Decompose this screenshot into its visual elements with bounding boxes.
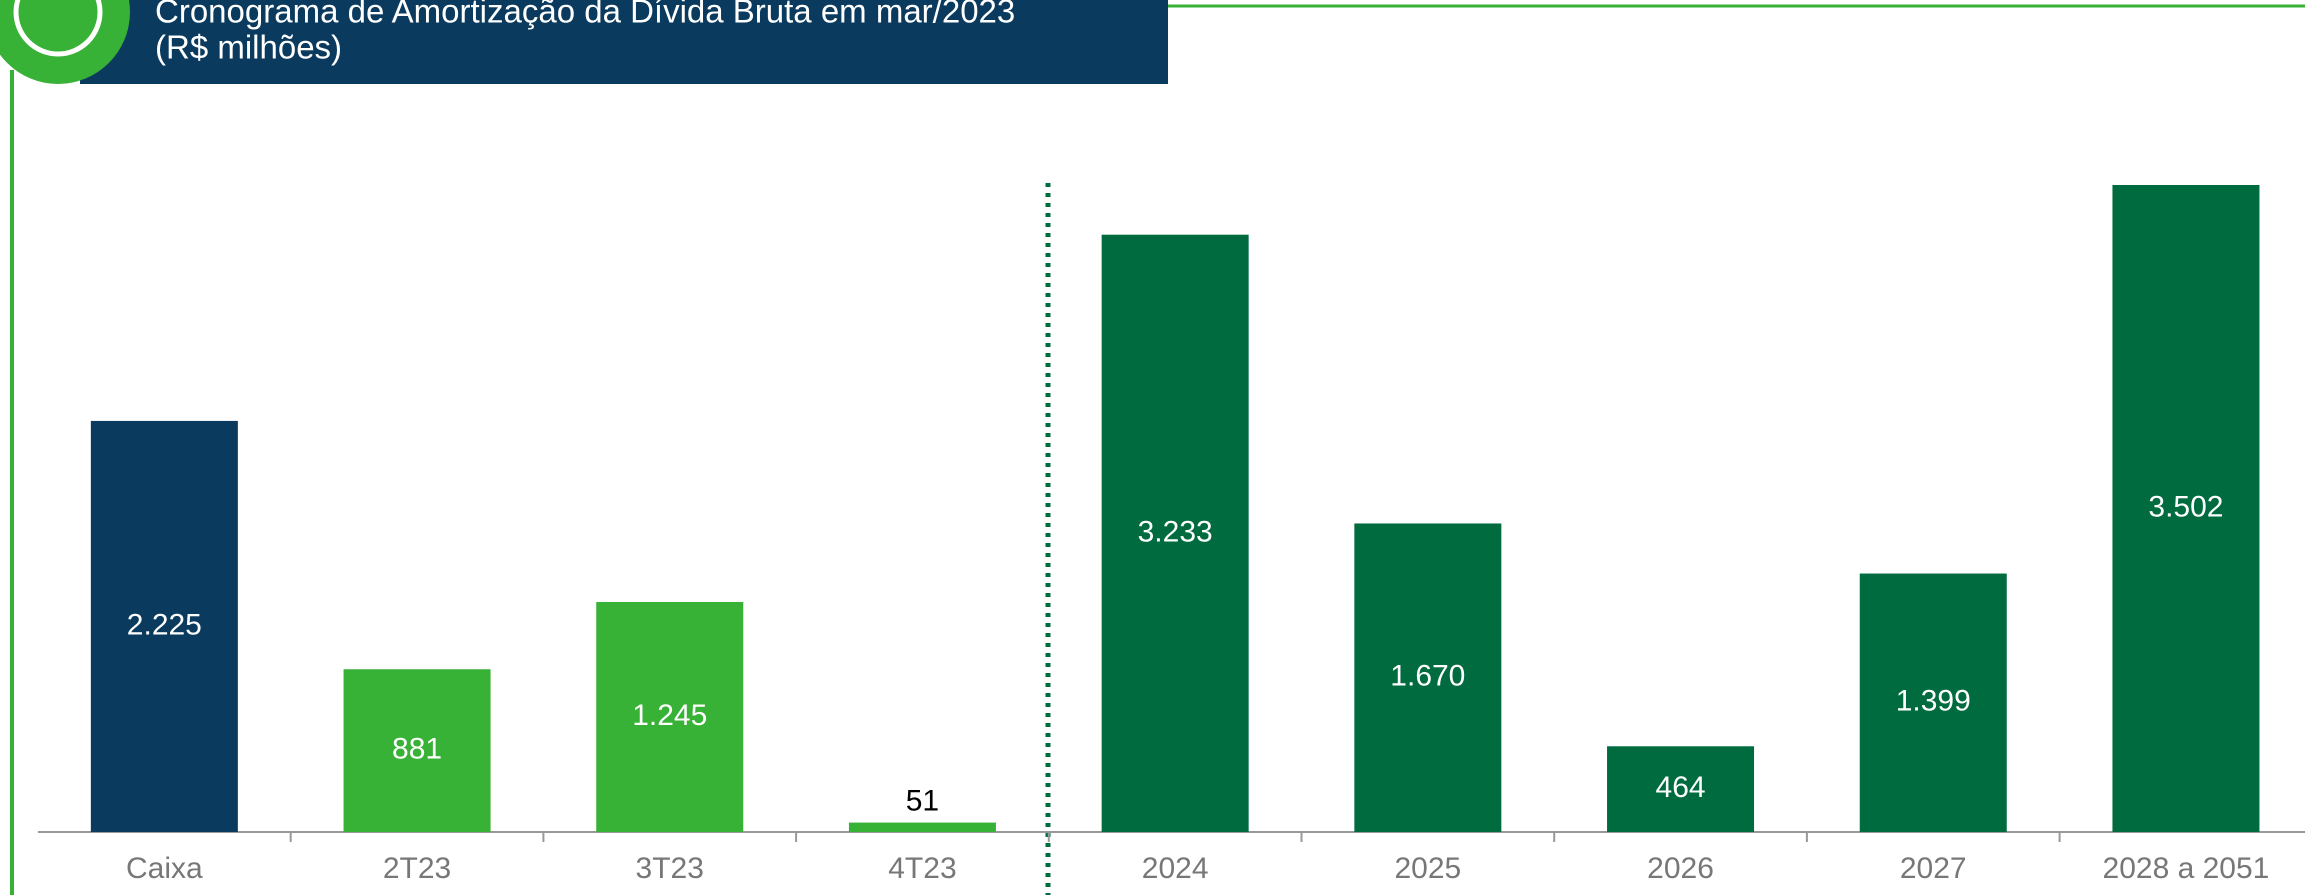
x-tick-label: 2028 a 2051 [2103,852,2270,885]
x-tick-label: 2027 [1900,852,1967,885]
x-tick-label: 2024 [1142,852,1209,885]
value-label: 3.502 [2148,490,2223,523]
bar [2112,185,2260,832]
x-tick-label: 2025 [1394,852,1461,885]
bar [343,669,491,832]
value-label: 464 [1656,771,1706,804]
bar [1607,746,1755,832]
x-tick-label: 2T23 [383,852,451,885]
value-label: 1.399 [1896,685,1971,718]
value-label: 3.233 [1138,515,1213,548]
bar [1354,523,1502,832]
value-label: 51 [906,784,939,817]
bar [90,420,238,832]
x-tick-label: 3T23 [636,852,704,885]
bar [848,822,996,832]
chart-title: Cronograma de Amortização da Dívida Brut… [155,0,1015,30]
value-label: 881 [392,733,442,766]
x-tick-label: Caixa [126,852,203,885]
value-label: 1.245 [632,699,707,732]
value-label: 2.225 [127,608,202,641]
bar [1101,234,1249,832]
value-label: 1.670 [1390,660,1465,693]
icon-ring [13,0,103,57]
bar [1859,573,2007,832]
chart-subtitle: (R$ milhões) [155,29,342,66]
bar [596,601,744,832]
header-box [80,0,1168,84]
x-tick-label: 4T23 [888,852,956,885]
x-tick-label: 2026 [1647,852,1714,885]
